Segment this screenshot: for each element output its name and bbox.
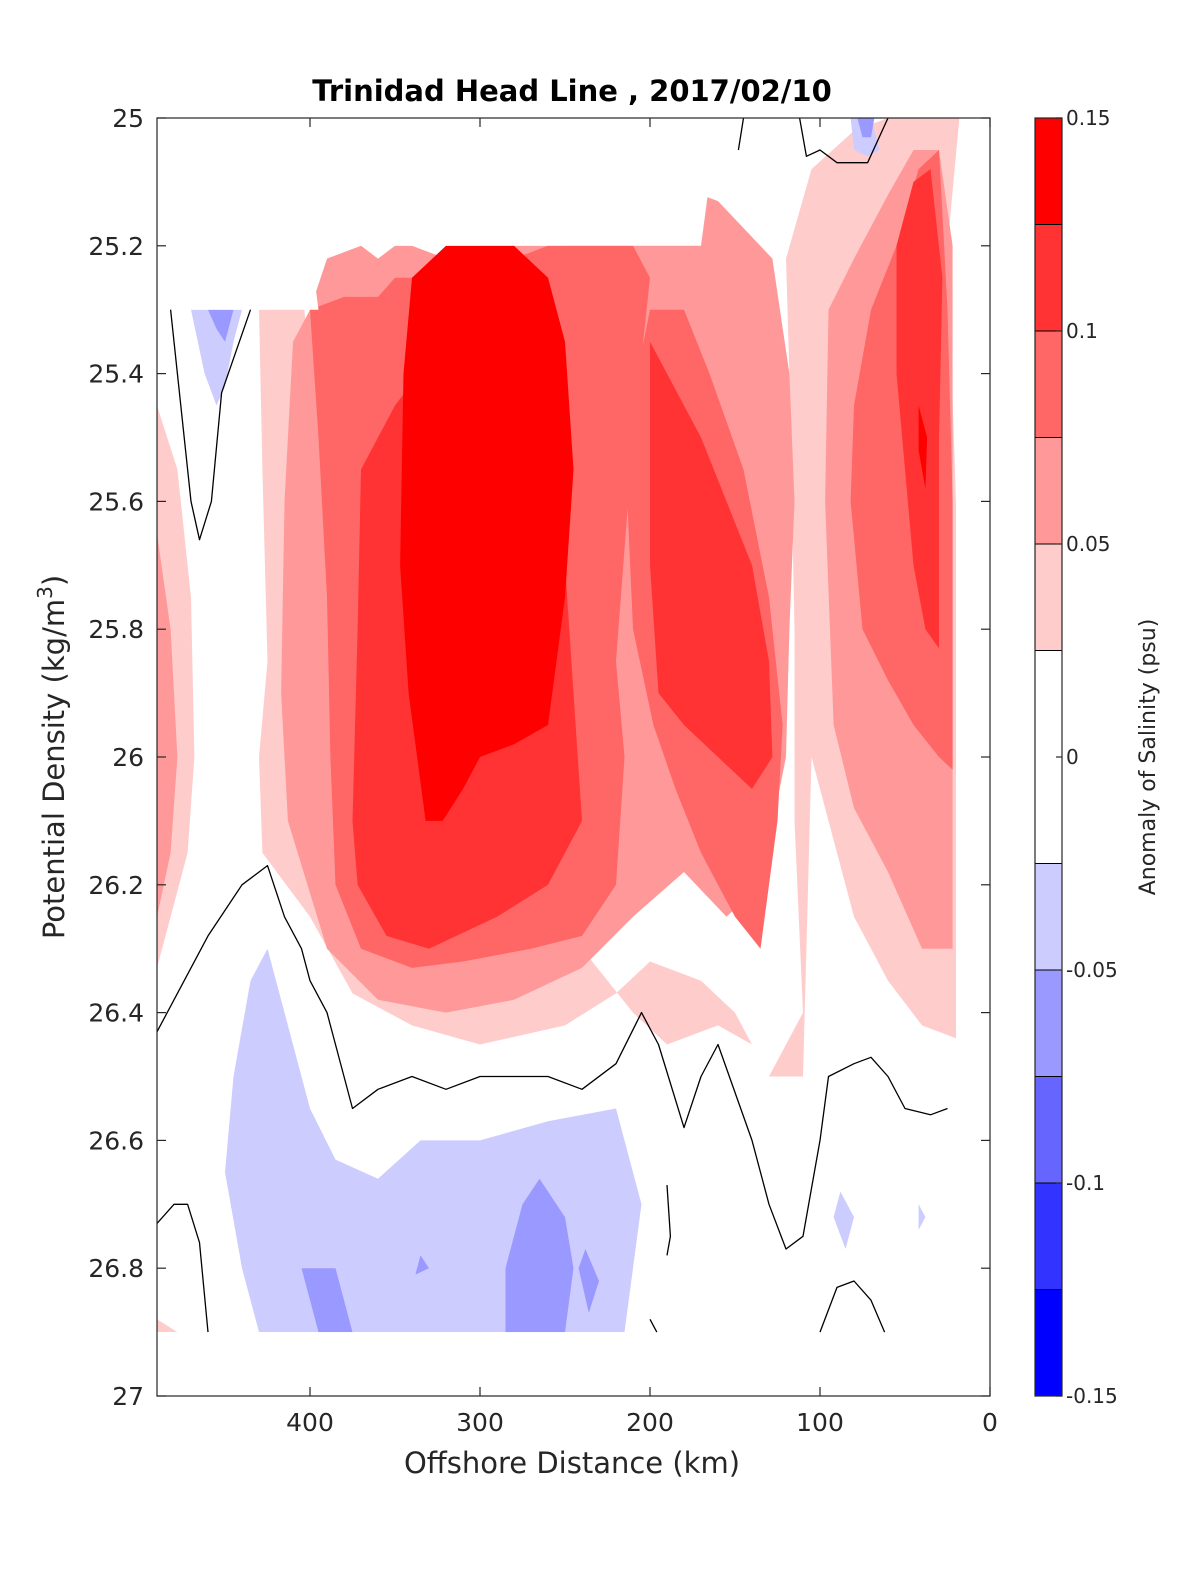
- zero-contour-line-1: [157, 864, 948, 1250]
- contour-region-13: [918, 405, 928, 489]
- colorbar-band-7: [1035, 437, 1062, 544]
- colorbar-tick-label-0: 0.15: [1066, 106, 1111, 130]
- colorbar-tick-label-6: -0.15: [1066, 1384, 1118, 1408]
- contour-region-21: [578, 1249, 599, 1313]
- colorbar-band-2: [1035, 1076, 1062, 1183]
- contour-region-12: [400, 245, 574, 821]
- colorbar-band-8: [1035, 331, 1062, 438]
- contour-lines: [157, 118, 948, 1333]
- x-axis-label: Offshore Distance (km): [404, 1446, 740, 1480]
- colorbar-band-9: [1035, 224, 1062, 331]
- colorbar-label: Anomaly of Salinity (psu): [1136, 619, 1161, 896]
- axes: 400 300 200 100 0 25 25.2 25.4 25.6 25.8 26 26.2 26.…: [88, 104, 998, 1437]
- colorbar-tick-label-1: 0.1: [1066, 319, 1098, 343]
- colorbar-band-3: [1035, 970, 1062, 1077]
- zero-contour-line-6: [737, 118, 745, 151]
- y-tick-label-3: 25.6: [88, 487, 144, 516]
- contour-region-24: [918, 1204, 926, 1230]
- chart-title: Trinidad Head Line , 2017/02/10: [312, 74, 832, 108]
- contour-region-10: [650, 341, 773, 789]
- zero-contour-line-0: [169, 309, 252, 541]
- colorbar-tick-label-3: 0: [1066, 745, 1079, 769]
- x-tick-label-4: 0: [982, 1408, 998, 1437]
- y-tick-label-7: 26.4: [88, 999, 144, 1028]
- contour-region-20: [505, 1178, 574, 1333]
- zero-contour-line-4: [819, 1280, 886, 1333]
- contour-region-15: [208, 309, 234, 342]
- no-data-region-1: [157, 1332, 990, 1396]
- y-tick-label-4: 25.8: [88, 615, 144, 644]
- y-tick-label-0: 25: [112, 104, 144, 133]
- contour-region-22: [415, 1255, 429, 1275]
- colorbar-band-0: [1035, 1289, 1062, 1396]
- contour-region-23: [833, 1191, 854, 1249]
- colorbar-tick-label-2: 0.05: [1066, 532, 1111, 556]
- no-data-region-0: [157, 118, 786, 310]
- zero-contour-line-3: [666, 1185, 672, 1256]
- y-tick-label-5: 26: [112, 743, 144, 772]
- zero-contour-line-7: [798, 118, 889, 164]
- zero-contour-line-5: [649, 1318, 658, 1333]
- y-tick-label-6: 26.2: [88, 871, 144, 900]
- contour-region-14: [191, 309, 242, 406]
- colorbar-tick-label-4: -0.05: [1066, 958, 1118, 982]
- contour-fills: [157, 118, 990, 1396]
- y-tick-label-2: 25.4: [88, 360, 144, 389]
- y-axis-label-close: ): [37, 575, 71, 586]
- x-tick-label-0: 400: [286, 1408, 334, 1437]
- contour-region-25: [157, 1319, 178, 1333]
- colorbar-tick-label-5: -0.1: [1066, 1171, 1105, 1195]
- colorbar-band-10: [1035, 118, 1062, 225]
- y-axis-label: Potential Density (kg/m3): [33, 575, 71, 939]
- x-tick-label-1: 300: [456, 1408, 504, 1437]
- y-axis-label-main: Potential Density (kg/m: [37, 599, 71, 939]
- y-tick-label-1: 25.2: [88, 232, 144, 261]
- colorbar-band-6: [1035, 544, 1062, 651]
- y-tick-label-8: 26.6: [88, 1126, 144, 1155]
- contour-region-19: [301, 1268, 353, 1333]
- x-tick-label-2: 200: [626, 1408, 674, 1437]
- y-tick-label-9: 26.8: [88, 1254, 144, 1283]
- x-tick-label-3: 100: [796, 1408, 844, 1437]
- colorbar: 0.15 0.1 0.05 0 -0.05 -0.1 -0.15: [1034, 106, 1118, 1408]
- colorbar-band-1: [1035, 1183, 1062, 1290]
- y-tick-label-10: 27: [112, 1382, 144, 1411]
- no-data-region-2: [959, 118, 990, 1333]
- y-axis-label-superscript: 3: [33, 586, 57, 599]
- contour-region-17: [857, 118, 875, 138]
- colorbar-band-4: [1035, 863, 1062, 970]
- zero-contour-line-2: [157, 1203, 209, 1333]
